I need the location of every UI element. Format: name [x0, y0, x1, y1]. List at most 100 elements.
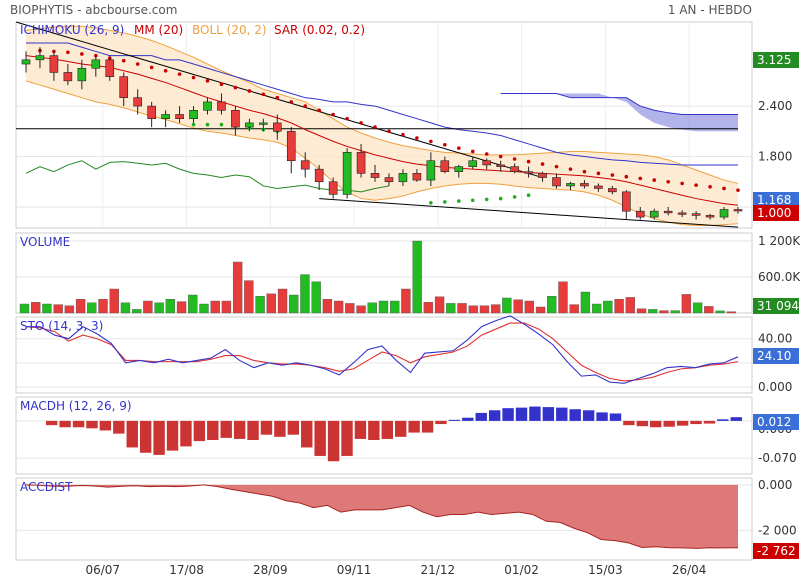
candle-body — [91, 59, 101, 69]
y-tick-label: -2 000 — [758, 523, 797, 537]
volume-bar — [580, 291, 591, 314]
candle-body — [524, 171, 533, 174]
candle-body — [161, 114, 170, 119]
accdist-panel: ACCDIST 0.000 -2 000 -2 762 — [15, 477, 799, 561]
sar-dot — [429, 200, 433, 205]
candle-body — [426, 160, 436, 181]
sar-dot — [498, 154, 503, 159]
candle-body — [677, 212, 687, 215]
sar-dot — [680, 181, 684, 186]
candle-body — [384, 177, 394, 183]
volume-bar — [255, 296, 265, 314]
macd-bar — [99, 420, 112, 431]
macd-bar — [72, 420, 85, 428]
volume-bar — [109, 288, 119, 314]
sar-dot — [498, 196, 503, 201]
y-tick-label: 0.000 — [758, 478, 792, 492]
macd-bar — [341, 420, 353, 456]
macd-bar — [59, 420, 71, 428]
volume-bar — [490, 304, 501, 314]
volume-bar — [468, 305, 478, 314]
macd-bar — [529, 406, 541, 421]
sar-dot — [275, 95, 280, 100]
candle-body — [552, 177, 561, 187]
legend-sar: SAR (0.02, 0.2) — [274, 23, 365, 37]
volume-bar — [681, 294, 692, 314]
macd-bar — [730, 417, 742, 421]
ichimoku-span-b — [500, 92, 738, 115]
sar-dot — [135, 62, 140, 66]
macd-bar — [207, 420, 219, 441]
volume-bar — [87, 302, 97, 314]
volume-bar — [221, 300, 232, 314]
price-panel: ICHIMOKU (26, 9) MM (20) BOLL (20, 2) SAR (… — [15, 21, 799, 229]
candle-body — [649, 210, 659, 218]
sar-dot — [694, 183, 698, 187]
sto-k-line — [26, 315, 739, 384]
candle-body — [77, 67, 87, 82]
candle-body — [175, 114, 184, 119]
candle-body — [580, 183, 589, 187]
candle-body — [203, 101, 212, 111]
macd-bar — [690, 420, 702, 425]
sar-dot — [666, 179, 670, 184]
sar-dot — [205, 79, 210, 83]
candle-body — [245, 122, 254, 128]
sar-dot — [219, 122, 224, 127]
sto-badge: 24.10 — [757, 349, 791, 363]
sar-dot — [554, 164, 559, 169]
macd-bar — [609, 413, 622, 421]
x-tick-label: 15/03 — [588, 563, 623, 577]
macd-bar — [421, 420, 434, 433]
sar-dot — [233, 85, 238, 90]
sar-dot — [401, 132, 405, 137]
volume-bar — [53, 304, 63, 314]
sar-dot — [526, 159, 531, 164]
macd-badge: 0.012 — [757, 415, 791, 429]
volume-bar — [98, 299, 108, 314]
legend-boll: BOLL (20, 2) — [192, 23, 267, 37]
sto-badge-bg — [753, 348, 799, 364]
volume-bar — [670, 310, 680, 314]
sar-dot — [470, 149, 475, 154]
volume-bar — [143, 300, 153, 314]
candle-body — [49, 55, 59, 73]
volume-bar — [345, 303, 355, 314]
ichimoku-cloud — [500, 93, 738, 132]
candle-body — [566, 183, 575, 187]
macd-bar — [395, 420, 407, 437]
macd-bar — [717, 419, 729, 421]
sar-dot — [470, 198, 475, 203]
candle-body — [635, 210, 645, 218]
macd-bar — [676, 420, 689, 426]
macd-bar — [354, 420, 367, 439]
volume-bar — [75, 299, 86, 314]
macd-bar — [596, 412, 608, 421]
price-badge-last: 1.168 — [757, 193, 791, 207]
sar-dot — [205, 122, 210, 127]
bollinger-band — [26, 26, 738, 226]
candle-body — [35, 55, 45, 61]
sar-dot — [177, 72, 182, 76]
macd-bar — [166, 420, 179, 451]
macd-bar — [314, 420, 326, 456]
macd-bar — [462, 417, 474, 421]
candle-body — [231, 109, 240, 128]
y-tick-label: -0.070 — [758, 451, 797, 465]
volume-bar — [547, 296, 557, 314]
macd-bar — [126, 420, 138, 448]
macd-bar — [86, 420, 98, 429]
sar-dot — [736, 188, 740, 192]
volume-bar — [390, 300, 400, 314]
candle-body — [272, 122, 282, 132]
candle-body — [217, 101, 226, 111]
support-trend-line — [319, 198, 739, 228]
volume-bar — [31, 302, 41, 314]
volume-bar — [199, 303, 209, 314]
sar-dot — [610, 173, 615, 177]
sar-dot — [484, 152, 489, 156]
candle-body — [622, 191, 631, 212]
accdist-badge-bg — [753, 543, 799, 559]
volume-bar — [423, 302, 434, 314]
candle-body — [370, 173, 380, 178]
